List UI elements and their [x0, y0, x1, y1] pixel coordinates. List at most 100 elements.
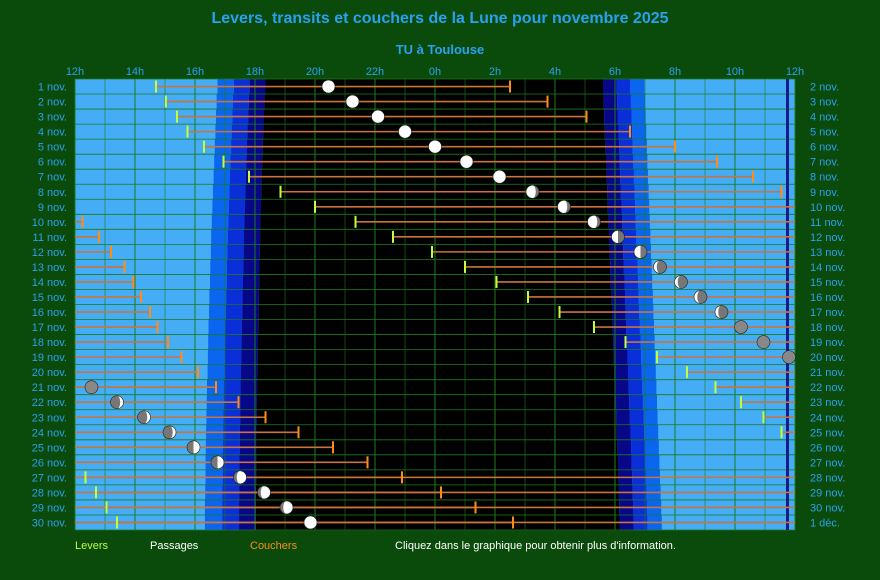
twilight-band [224, 364, 241, 381]
moon-transit-icon [693, 290, 708, 304]
row-label-left: 8 nov. [38, 187, 67, 199]
twilight-band [604, 109, 618, 125]
twilight-band [616, 409, 630, 426]
row-label-left: 23 nov. [32, 412, 67, 424]
night-band [256, 394, 616, 411]
moon-transit-icon [428, 139, 442, 154]
twilight-band [616, 79, 631, 95]
moon-transit-icon [162, 425, 177, 440]
twilight-band [207, 349, 225, 366]
row-label-left: 6 nov. [38, 157, 67, 169]
twilight-band [644, 439, 659, 456]
row-label-right: 18 nov. [810, 322, 845, 334]
twilight-band [643, 409, 658, 426]
moon-transit-icon [186, 440, 201, 455]
row-label-right: 11 nov. [810, 217, 844, 229]
row-label-left: 25 nov. [32, 442, 67, 454]
twilight-band [241, 319, 259, 336]
row-label-right: 6 nov. [810, 142, 839, 154]
row-label-left: 16 nov. [32, 307, 67, 319]
night-band [256, 424, 617, 441]
row-label-left: 28 nov. [32, 487, 67, 499]
twilight-band [241, 349, 258, 366]
twilight-band [631, 454, 646, 471]
row-label-right: 13 nov. [810, 247, 845, 259]
chart-subtitle: TU à Toulouse [395, 42, 485, 57]
moon-transit-icon [459, 154, 474, 169]
moon-transit-icon [371, 109, 385, 124]
twilight-band [207, 364, 225, 381]
row-label-right: 15 nov. [810, 277, 845, 289]
twilight-band [645, 454, 660, 471]
twilight-band [208, 319, 226, 336]
row-label-right: 26 nov. [810, 442, 845, 454]
moon-transit-icon [611, 230, 625, 244]
twilight-band [209, 289, 227, 305]
moon-transit-icon [587, 215, 601, 229]
twilight-band [225, 304, 243, 321]
night-band [256, 439, 618, 456]
twilight-band [240, 364, 258, 381]
moon-transit-icon [714, 305, 729, 319]
twilight-band [214, 154, 231, 170]
moon-transit-icon [84, 380, 99, 394]
twilight-band [630, 79, 645, 95]
moon-transit-icon [321, 79, 336, 94]
twilight-band [603, 94, 618, 110]
row-label-right: 10 nov. [810, 202, 845, 214]
twilight-band [627, 349, 642, 366]
twilight-band [630, 424, 645, 441]
twilight-band [224, 349, 242, 366]
row-label-right: 9 nov. [810, 187, 839, 199]
moon-transit-icon [303, 515, 318, 530]
twilight-band [228, 199, 245, 215]
row-label-left: 29 nov. [32, 502, 67, 514]
twilight-band [226, 289, 243, 305]
row-label-left: 4 nov. [38, 127, 67, 139]
row-label-right: 19 nov. [810, 337, 845, 349]
row-label-right: 12 nov. [810, 232, 845, 244]
row-label-right: 30 nov. [810, 502, 845, 514]
twilight-band [243, 229, 261, 245]
night-band [256, 454, 618, 471]
row-label-left: 10 nov. [32, 217, 67, 229]
x-tick-label: 18h [246, 66, 264, 78]
twilight-band [642, 379, 657, 396]
x-tick-label: 8h [669, 66, 681, 78]
moon-transit-icon [279, 500, 294, 515]
twilight-band [226, 274, 243, 290]
row-label-left: 21 nov. [32, 382, 67, 394]
row-label-right: 20 nov. [810, 352, 845, 364]
row-label-left: 17 nov. [32, 322, 67, 334]
row-label-left: 19 nov. [32, 352, 67, 364]
row-label-left: 2 nov. [38, 97, 67, 109]
moon-transit-icon [756, 335, 771, 349]
twilight-band [618, 454, 632, 471]
twilight-band [616, 424, 631, 441]
row-label-left: 26 nov. [32, 457, 67, 469]
moon-transit-icon [525, 184, 540, 199]
twilight-band [603, 79, 617, 95]
twilight-band [224, 379, 241, 396]
row-label-right: 8 nov. [810, 172, 839, 184]
x-tick-label: 4h [549, 66, 561, 78]
night-band [257, 379, 615, 396]
row-label-left: 22 nov. [32, 397, 67, 409]
twilight-band [225, 319, 242, 336]
moon-transit-icon [557, 199, 571, 214]
twilight-band [244, 199, 261, 215]
twilight-band [240, 394, 257, 411]
twilight-band [613, 349, 628, 366]
row-label-right: 23 nov. [810, 397, 845, 409]
legend-set: Couchers [250, 540, 298, 552]
twilight-band [229, 184, 246, 200]
twilight-band [615, 394, 630, 411]
x-tick-label: 22h [366, 66, 384, 78]
twilight-band [631, 439, 645, 456]
row-label-left: 18 nov. [32, 337, 67, 349]
moon-transit-icon [734, 320, 748, 334]
moon-transit-icon [492, 169, 507, 184]
twilight-band [641, 364, 656, 381]
row-label-right: 4 nov. [810, 112, 839, 124]
